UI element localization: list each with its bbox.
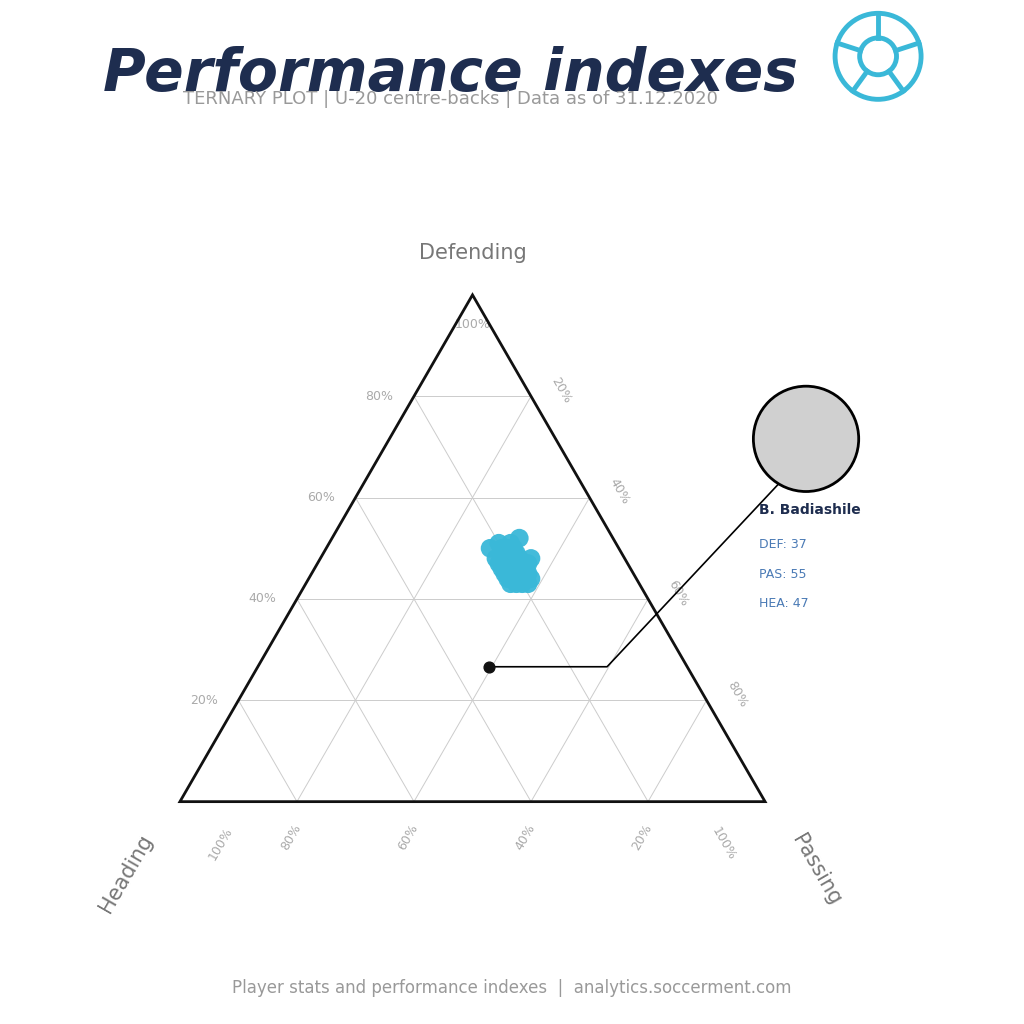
Point [490,555,507,571]
Point [503,575,519,592]
Point [517,560,534,577]
Point [508,555,524,571]
Point [505,540,521,556]
Text: 20%: 20% [630,822,654,853]
Point [494,540,510,556]
Text: Heading: Heading [96,830,157,916]
Text: 20%: 20% [549,375,573,406]
Text: HEA: 47: HEA: 47 [759,597,809,610]
Point [514,555,530,571]
Point [517,570,534,587]
Text: Performance indexes: Performance indexes [103,46,798,103]
Point [511,570,527,587]
Text: B. Badiashile: B. Badiashile [759,503,861,517]
Text: 80%: 80% [279,822,304,853]
Point [505,550,521,566]
Point [505,560,521,577]
Point [508,565,524,582]
Point [514,575,530,592]
Point [523,550,540,566]
Point [520,555,537,571]
Point [517,560,534,577]
Point [505,570,521,587]
Point [500,570,516,587]
Point [520,565,537,582]
Text: TERNARY PLOT | U-20 centre-backs | Data as of 31.12.2020: TERNARY PLOT | U-20 centre-backs | Data … [183,90,718,109]
Point [503,565,519,582]
Text: 100%: 100% [206,825,236,862]
Text: 40%: 40% [607,476,632,507]
Text: Player stats and performance indexes  |  analytics.soccerment.com: Player stats and performance indexes | a… [232,979,792,997]
Text: 40%: 40% [513,822,538,853]
Text: Passing: Passing [788,830,845,908]
Point [508,545,524,561]
Text: 40%: 40% [249,593,276,605]
Point [511,550,527,566]
Text: 20%: 20% [190,694,218,707]
Point [497,565,513,582]
Point [503,555,519,571]
Text: 100%: 100% [455,318,490,332]
Text: 100%: 100% [710,825,738,862]
Text: 60%: 60% [307,492,335,504]
Text: 80%: 80% [724,679,750,710]
Point [508,565,524,582]
Text: 60%: 60% [395,822,421,853]
Point [490,535,507,551]
Point [511,530,527,547]
Point [500,540,516,556]
Point [500,560,516,577]
Point [487,550,504,566]
Point [503,545,519,561]
Point [494,560,510,577]
Text: PAS: 55: PAS: 55 [759,567,807,581]
Circle shape [754,386,859,492]
Point [500,550,516,566]
Point [481,658,498,675]
Point [497,545,513,561]
Text: 60%: 60% [666,578,691,608]
Point [523,570,540,587]
Point [520,575,537,592]
Point [511,560,527,577]
Text: Defending: Defending [419,243,526,263]
Point [508,575,524,592]
Point [482,540,499,556]
Text: 80%: 80% [366,390,393,402]
Text: DEF: 37: DEF: 37 [759,539,807,551]
Point [503,535,519,551]
